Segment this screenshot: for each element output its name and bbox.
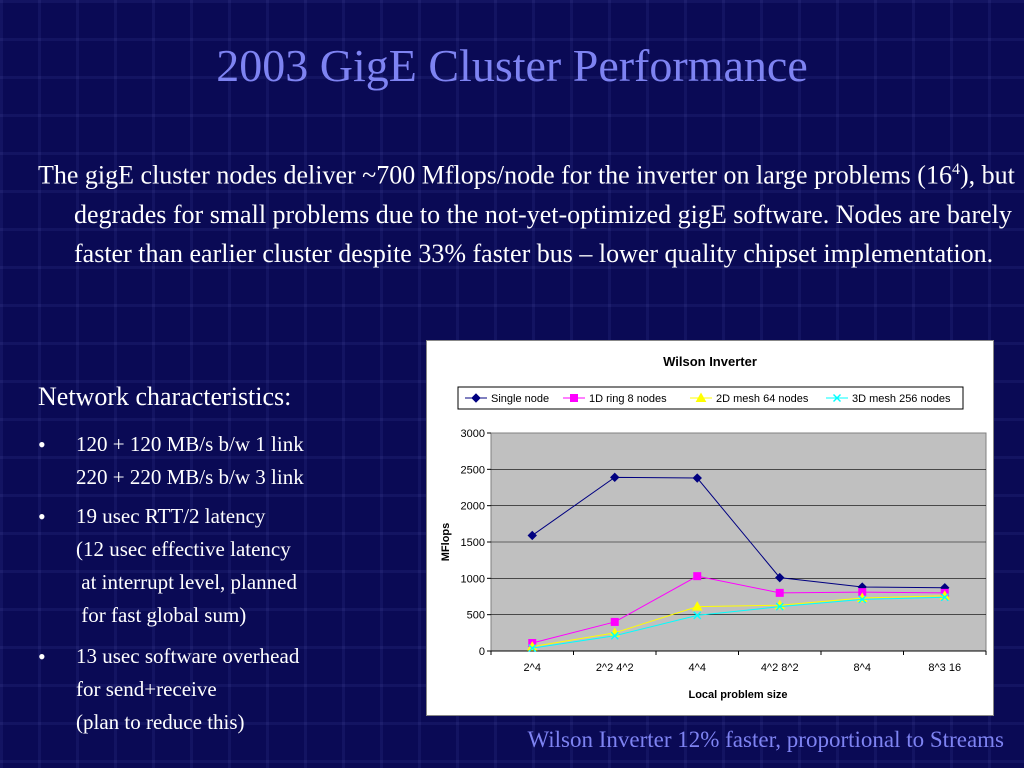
x-tick-label: 2^4 [524,662,541,674]
data-point [858,595,867,604]
data-point [692,473,702,483]
x-axis-ticks: 2^4 2^2 4^2 4^4 4^2 8^2 8^4 8^3 16 [490,650,987,674]
y-axis-label: MFlops [440,523,452,562]
y-tick-label: 2500 [461,464,485,476]
bullet-line: 220 + 220 MB/s b/w 3 link [76,465,304,489]
data-point [610,617,619,626]
data-point [775,602,784,611]
data-point [691,601,703,611]
intro-text: The gigE cluster nodes deliver ~700 Mflo… [38,160,952,190]
x-tick-label: 8^3 16 [928,662,961,674]
series-line [531,476,945,589]
bullet-line: 19 usec RTT/2 latency [76,504,266,528]
series-2d-mesh-64-nodes [526,590,951,651]
bullet-latency: • 19 usec RTT/2 latency (12 usec effecti… [38,500,304,632]
bullet-bandwidth: • 120 + 120 MB/s b/w 1 link 220 + 220 MB… [38,428,304,494]
y-tick-label: 1500 [461,537,485,549]
data-point [527,530,537,541]
chart-container: Wilson Inverter Single node 1D ring 8 nod… [426,340,994,716]
legend-marker [833,394,841,402]
legend-marker [570,394,578,402]
x-tick-label: 8^4 [854,662,871,674]
series-line [532,575,945,644]
wilson-inverter-chart: Wilson Inverter Single node 1D ring 8 nod… [440,354,987,701]
x-tick-label: 4^4 [689,662,706,674]
bullet-marker: • [38,504,46,529]
bullet-marker: • [38,644,46,669]
series-single-node [527,472,950,593]
intro-paragraph: The gigE cluster nodes deliver ~700 Mflo… [38,150,1024,273]
gridlines [491,469,986,615]
bullet-line: 120 + 120 MB/s b/w 1 link [76,432,304,456]
legend-label: 1D ring 8 nodes [589,393,667,405]
series-line [532,596,945,649]
legend-label: 2D mesh 64 nodes [716,393,809,405]
data-point [775,572,785,583]
bullet-line: at interrupt level, planned [76,570,298,594]
data-point [693,611,702,620]
y-tick-label: 1000 [461,573,485,585]
data-point [528,644,537,653]
data-point [775,588,784,597]
y-axis-ticks: 0 500 1000 1500 2000 2500 3000 [461,428,491,658]
network-bullet-list: • 120 + 120 MB/s b/w 1 link 220 + 220 MB… [38,428,304,739]
bullet-overhead: • 13 usec software overhead for send+rec… [38,640,304,739]
legend-entry: 2D mesh 64 nodes [690,392,809,405]
legend-marker [695,392,707,402]
y-tick-label: 0 [479,646,485,658]
bullet-line: 13 usec software overhead [76,644,300,668]
network-heading: Network characteristics: [38,382,292,411]
data-point [610,472,620,483]
chart-title: Wilson Inverter [663,354,757,369]
legend-marker [471,393,481,403]
bullet-line: for send+receive [76,677,217,701]
legend-label: Single node [491,393,549,405]
legend-entry: 3D mesh 256 nodes [826,393,951,405]
x-tick-label: 2^2 4^2 [596,662,634,674]
legend-label: 3D mesh 256 nodes [852,393,951,405]
slide-caption: Wilson Inverter 12% faster, proportional… [527,727,1004,752]
legend: Single node 1D ring 8 nodes 2D mesh 64 nod… [465,392,951,405]
y-tick-label: 2000 [461,501,485,513]
bullet-marker: • [38,432,46,457]
data-point [610,631,619,640]
series-line [532,595,945,648]
x-axis-label: Local problem size [688,689,787,701]
bullet-line: (plan to reduce this) [76,710,245,734]
y-tick-label: 500 [467,610,485,622]
bullet-line: (12 usec effective latency [76,537,291,561]
intro-superscript: 4 [951,161,960,178]
series-layer [526,472,951,653]
slide-title: 2003 GigE Cluster Performance [216,40,808,91]
legend-entry: 1D ring 8 nodes [563,393,667,405]
legend-entry: Single node [465,393,549,405]
data-point [693,572,702,581]
intro-text-continued: ), but degrades for small problems due t… [74,160,1015,268]
series-3d-mesh-256-nodes [528,593,949,653]
data-point [940,593,949,602]
bullet-line: for fast global sum) [76,603,247,627]
y-tick-label: 3000 [461,428,485,440]
x-tick-label: 4^2 8^2 [761,662,799,674]
